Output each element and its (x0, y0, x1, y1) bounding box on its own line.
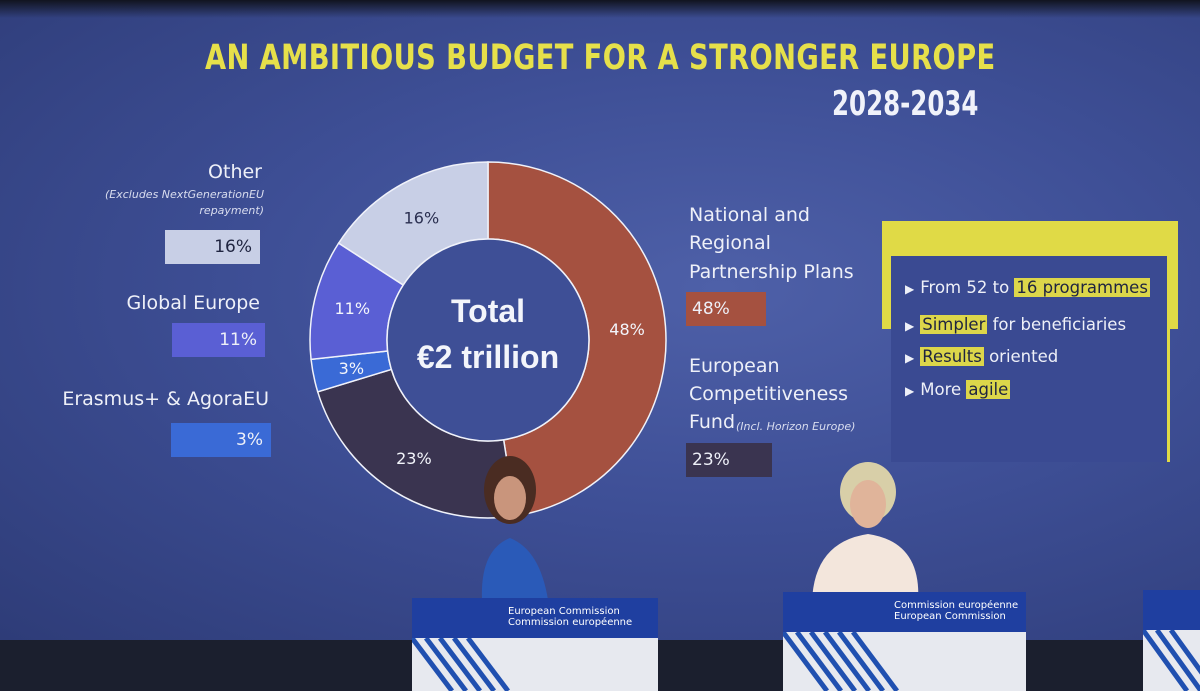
highlight-item: ▶ Simpler for beneficiaries (905, 315, 1126, 334)
play-arrow-icon: ▶ (905, 384, 915, 398)
legend-nrpp-line2: Regional (689, 232, 771, 254)
podium-left-body (412, 638, 658, 691)
presenter-left (481, 456, 548, 600)
legend-nrpp-chip: 48% (686, 292, 766, 326)
legend-nrpp-line1: National and (689, 204, 810, 226)
legend-erasmus-chip: 3% (171, 423, 271, 457)
legend-other-chip: 16% (165, 230, 260, 264)
highlight-marked-text: 16 programmes (1014, 278, 1150, 297)
highlight-item: ▶ From 52 to 16 programmes (905, 278, 1150, 297)
legend-global-europe-label: Global Europe (126, 292, 260, 314)
legend-ecf-line2: Competitiveness (689, 383, 849, 405)
highlight-text: for beneficiaries (987, 315, 1127, 334)
highlight-item: ▶ Results oriented (905, 347, 1058, 366)
highlights-edge (1167, 256, 1170, 462)
podium-left-line2: Commission européenne (508, 617, 633, 628)
play-arrow-icon: ▶ (905, 351, 915, 365)
legend-other-value: 16% (214, 237, 252, 257)
legend-global-europe-chip: 11% (172, 323, 265, 357)
donut-slice-label-4: 16% (404, 208, 440, 227)
podium-right-text: Commission européenne European Commissio… (894, 600, 1018, 622)
donut-slice-label-3: 11% (334, 299, 370, 318)
donut-slice-label-0: 48% (609, 320, 645, 339)
legend-other-note: (Excludes NextGenerationEU repayment) (105, 187, 264, 219)
presenter-right (812, 462, 919, 602)
donut-chart: Total €2 trillion 48% 23% 3% 11% 16% (309, 161, 667, 519)
legend-nrpp-line3: Partnership Plans (689, 261, 854, 283)
slide-years: 2028-2034 (832, 84, 979, 124)
highlight-text: More (920, 380, 967, 399)
podium-left-text: European Commission Commission européenn… (508, 606, 632, 628)
legend-ecf-line3: Fund (689, 411, 736, 433)
donut-center-amount: €2 trillion (417, 339, 559, 375)
slide-title: AN AMBITIOUS BUDGET FOR A STRONGER EUROP… (205, 38, 996, 78)
legend-other-note-line1: (Excludes NextGenerationEU (105, 188, 264, 201)
donut-slice-label-1: 23% (396, 449, 432, 468)
legend-ecf-value: 23% (692, 450, 730, 470)
podium-right-body (783, 632, 1026, 691)
legend-erasmus-label: Erasmus+ & AgoraEU (62, 388, 269, 410)
donut-hole (386, 238, 590, 442)
highlight-marked-text: agile (966, 380, 1011, 399)
highlight-item: ▶ More agile (905, 380, 1011, 399)
podium-third-header (1143, 590, 1200, 630)
highlight-text: From 52 to (920, 278, 1015, 297)
play-arrow-icon: ▶ (905, 282, 915, 296)
legend-nrpp-value: 48% (692, 299, 730, 319)
legend-global-europe-value: 11% (219, 330, 257, 350)
donut-center-total: Total (451, 293, 525, 329)
podium-right-line2: European Commission (894, 611, 1006, 622)
play-arrow-icon: ▶ (905, 319, 915, 333)
legend-erasmus-value: 3% (236, 430, 263, 450)
legend-ecf-chip: 23% (686, 443, 772, 477)
legend-ecf-line1: European (689, 355, 780, 377)
podium-third-body (1143, 630, 1200, 691)
donut-slice-label-2: 3% (339, 359, 364, 378)
highlight-marked-text: Simpler (920, 315, 988, 334)
highlight-text: oriented (983, 347, 1059, 366)
legend-other-label: Other (208, 161, 262, 183)
legend-other-note-line2: repayment) (199, 204, 264, 217)
podium-right-line1: Commission européenne (894, 600, 1019, 611)
highlight-marked-text: Results (920, 347, 984, 366)
screen-shadow (0, 0, 1200, 18)
podium-right-header (783, 592, 1026, 632)
podium-left-header (412, 598, 658, 638)
podium-left-line1: European Commission (508, 606, 620, 617)
legend-ecf-note: (Incl. Horizon Europe) (736, 420, 856, 433)
